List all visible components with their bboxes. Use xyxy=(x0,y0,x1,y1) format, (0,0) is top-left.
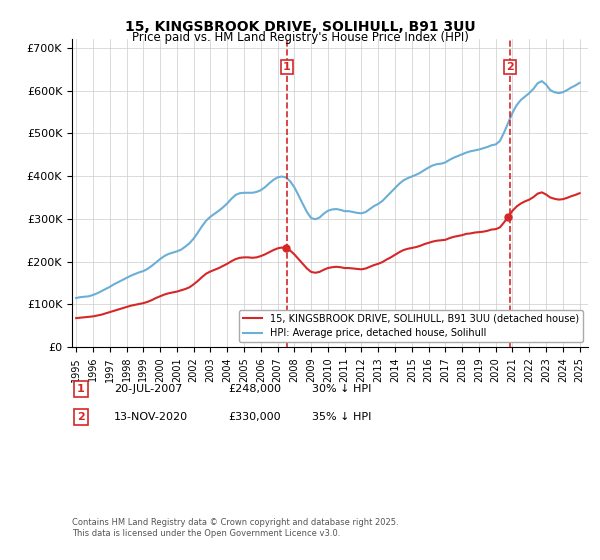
Text: 2: 2 xyxy=(506,62,514,72)
Text: Price paid vs. HM Land Registry's House Price Index (HPI): Price paid vs. HM Land Registry's House … xyxy=(131,31,469,44)
Text: 13-NOV-2020: 13-NOV-2020 xyxy=(114,412,188,422)
Text: 1: 1 xyxy=(283,62,290,72)
Text: 2: 2 xyxy=(77,412,85,422)
Text: 15, KINGSBROOK DRIVE, SOLIHULL, B91 3UU: 15, KINGSBROOK DRIVE, SOLIHULL, B91 3UU xyxy=(125,20,475,34)
Text: 20-JUL-2007: 20-JUL-2007 xyxy=(114,384,182,394)
Text: £248,000: £248,000 xyxy=(228,384,281,394)
Text: Contains HM Land Registry data © Crown copyright and database right 2025.
This d: Contains HM Land Registry data © Crown c… xyxy=(72,518,398,538)
Text: 35% ↓ HPI: 35% ↓ HPI xyxy=(312,412,371,422)
Legend: 15, KINGSBROOK DRIVE, SOLIHULL, B91 3UU (detached house), HPI: Average price, de: 15, KINGSBROOK DRIVE, SOLIHULL, B91 3UU … xyxy=(239,310,583,342)
Text: 1: 1 xyxy=(77,384,85,394)
Text: £330,000: £330,000 xyxy=(228,412,281,422)
Text: 30% ↓ HPI: 30% ↓ HPI xyxy=(312,384,371,394)
